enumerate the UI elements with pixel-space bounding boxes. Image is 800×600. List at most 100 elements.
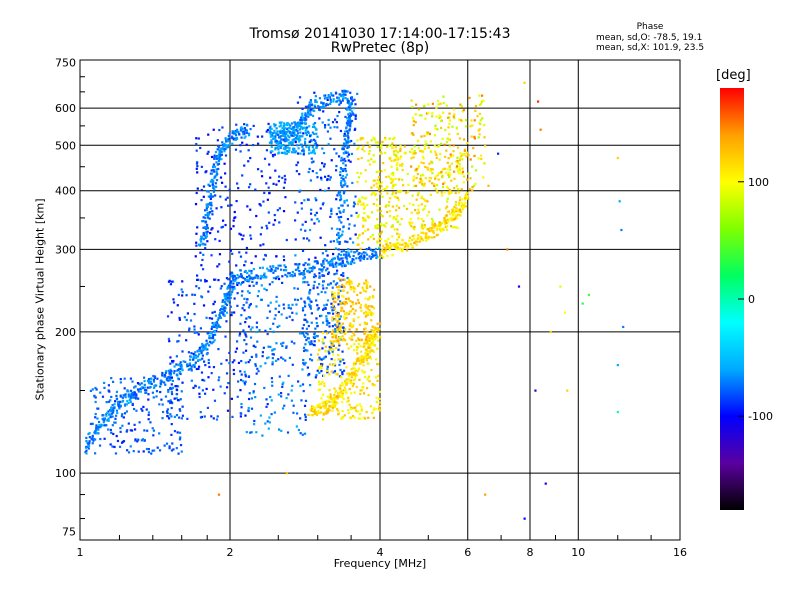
- echo-point: [326, 395, 330, 398]
- echo-point: [389, 242, 392, 245]
- echo-point: [345, 312, 348, 315]
- echo-point: [218, 376, 221, 379]
- echo-point: [356, 215, 360, 219]
- echo-point: [176, 385, 180, 388]
- echo-point: [357, 338, 361, 342]
- echo-point: [363, 207, 366, 210]
- echo-point: [371, 411, 374, 415]
- echo-point: [299, 228, 303, 231]
- echo-point: [296, 101, 300, 104]
- echo-point: [340, 376, 343, 379]
- echo-point: [309, 212, 313, 215]
- echo-point: [179, 363, 182, 366]
- echo-point: [460, 188, 463, 191]
- echo-point: [196, 274, 199, 277]
- echo-point: [235, 199, 238, 203]
- echo-point: [290, 273, 293, 277]
- echo-point: [349, 322, 352, 325]
- echo-point: [375, 253, 378, 257]
- echo-point: [334, 247, 338, 250]
- echo-point: [414, 121, 417, 124]
- echo-point: [346, 99, 350, 102]
- echo-point: [412, 203, 415, 206]
- echo-point: [292, 411, 295, 414]
- echo-point: [395, 158, 398, 161]
- echo-point: [365, 354, 368, 357]
- echo-point: [115, 414, 118, 417]
- echo-point: [305, 133, 308, 137]
- echo-point: [176, 304, 179, 307]
- echo-point: [282, 186, 286, 189]
- echo-point: [350, 324, 353, 327]
- echo-point: [311, 114, 315, 117]
- echo-point: [296, 123, 299, 126]
- echo-point: [245, 278, 249, 281]
- echo-point: [212, 303, 215, 306]
- echo-point: [342, 389, 345, 392]
- echo-point: [314, 214, 317, 217]
- echo-point: [343, 389, 347, 392]
- echo-point: [340, 324, 343, 327]
- echo-point: [411, 238, 414, 242]
- echo-point: [285, 316, 288, 319]
- echo-point: [140, 439, 143, 442]
- echo-point: [225, 311, 229, 314]
- echo-point: [229, 280, 233, 283]
- echo-point: [231, 285, 234, 289]
- echo-point: [262, 243, 265, 246]
- echo-point: [96, 417, 99, 420]
- echo-point: [208, 184, 211, 187]
- echo-point: [114, 452, 118, 455]
- echo-point: [345, 250, 348, 254]
- echo-point: [193, 363, 196, 366]
- echo-point: [340, 253, 343, 257]
- echo-point: [413, 234, 416, 237]
- echo-point: [105, 424, 108, 427]
- echo-point: [397, 247, 400, 251]
- echo-point: [345, 173, 349, 176]
- echo-point: [243, 123, 246, 126]
- echo-point: [161, 371, 164, 375]
- echo-point: [207, 344, 211, 347]
- echo-point: [129, 429, 132, 432]
- echo-point: [465, 125, 468, 128]
- echo-point: [294, 136, 297, 140]
- echo-point: [241, 141, 244, 144]
- echo-point: [335, 389, 338, 392]
- echo-point: [469, 177, 472, 180]
- echo-point: [204, 213, 207, 217]
- echo-point: [372, 416, 375, 419]
- echo-point: [84, 451, 87, 454]
- echo-point: [295, 134, 299, 137]
- echo-point: [172, 301, 176, 304]
- echo-point: [324, 104, 327, 107]
- echo-point: [331, 336, 334, 339]
- echo-point: [313, 152, 317, 155]
- echo-point: [193, 302, 196, 305]
- echo-point: [384, 187, 387, 191]
- echo-point: [311, 146, 314, 149]
- echo-point: [130, 392, 133, 395]
- echo-point: [166, 414, 169, 418]
- echo-point: [199, 350, 202, 353]
- echo-point: [433, 184, 436, 188]
- echo-point: [326, 272, 330, 276]
- echo-point: [245, 123, 249, 127]
- echo-point: [239, 127, 243, 130]
- echo-point: [295, 163, 298, 167]
- echo-point: [365, 312, 368, 315]
- echo-point: [248, 316, 252, 319]
- echo-point: [372, 296, 375, 299]
- echo-point: [351, 112, 354, 115]
- echo-point: [339, 101, 342, 105]
- echo-point: [322, 151, 326, 155]
- echo-point: [220, 362, 223, 365]
- echo-point: [352, 324, 355, 327]
- echo-point: [367, 228, 370, 231]
- echo-point: [390, 165, 393, 168]
- echo-point: [136, 397, 139, 400]
- echo-point: [110, 410, 113, 413]
- echo-point: [392, 184, 395, 187]
- echo-point: [222, 313, 225, 316]
- echo-point: [205, 190, 209, 193]
